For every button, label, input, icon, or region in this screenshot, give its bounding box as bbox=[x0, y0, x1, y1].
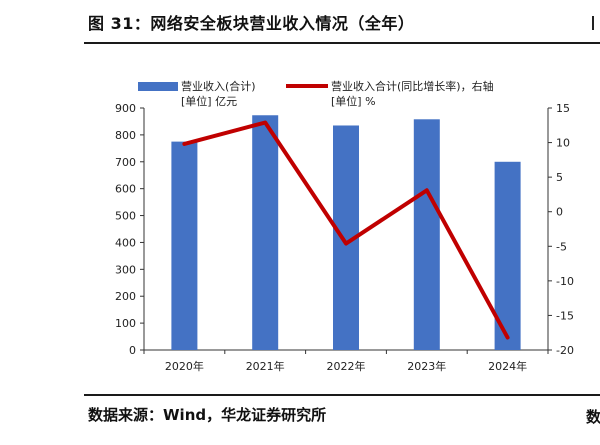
growth-rate-point bbox=[183, 143, 185, 145]
legend-bar-label-line1: 营业收入(合计) bbox=[181, 79, 256, 93]
bar-series bbox=[171, 115, 521, 350]
left-axis-tick-label: 800 bbox=[115, 129, 136, 142]
left-axis-tick-label: 400 bbox=[115, 236, 136, 249]
x-axis-category-label: 2024年 bbox=[488, 359, 527, 373]
left-axis-tick-label: 700 bbox=[115, 156, 136, 169]
growth-rate-point bbox=[264, 122, 266, 124]
x-axis-category-label: 2023年 bbox=[407, 359, 446, 373]
legend-bar-label-line2: [单位] 亿元 bbox=[181, 94, 237, 108]
right-axis-tick-label: 5 bbox=[556, 171, 563, 184]
right-axis-tick-label: -20 bbox=[556, 344, 574, 357]
x-axis-category-label: 2020年 bbox=[165, 359, 204, 373]
right-axis-tick-label: 10 bbox=[556, 137, 570, 150]
revenue-bar bbox=[171, 141, 198, 350]
chart-legend: 营业收入(合计) [单位] 亿元 营业收入合计(同比增长率)，右轴 [单位] % bbox=[138, 79, 494, 108]
legend-line-label-line2: [单位] % bbox=[331, 94, 376, 108]
next-source-cut: 数 bbox=[586, 408, 600, 426]
growth-rate-point bbox=[345, 243, 347, 245]
bottom-divider bbox=[84, 394, 600, 396]
left-axis-tick-label: 600 bbox=[115, 183, 136, 196]
right-axis-tick-label: -10 bbox=[556, 275, 574, 288]
legend-bar-swatch bbox=[138, 82, 178, 91]
chart-axes: 0 100 200 300 400 500 600 700 800 900 -20 -15 -10 -5 0… bbox=[115, 102, 574, 357]
revenue-bar bbox=[252, 115, 279, 350]
growth-rate-point bbox=[426, 189, 428, 191]
growth-rate-point bbox=[507, 337, 509, 339]
line-series bbox=[182, 120, 510, 340]
left-axis-tick-label: 0 bbox=[129, 344, 136, 357]
left-axis-tick-label: 100 bbox=[115, 317, 136, 330]
x-axis-category-label: 2022年 bbox=[327, 359, 366, 373]
x-axis-labels: 2020年 2021年 2022年 2023年 2024年 bbox=[165, 359, 527, 373]
left-axis-tick-label: 900 bbox=[115, 102, 136, 115]
left-axis-tick-label: 300 bbox=[115, 263, 136, 276]
edge-bracket-mark bbox=[592, 16, 600, 30]
x-axis-category-label: 2021年 bbox=[246, 359, 285, 373]
right-axis-tick-label: 0 bbox=[556, 206, 563, 219]
figure-title: 图 31：网络安全板块营业收入情况（全年） bbox=[88, 14, 415, 33]
legend-line-label-line1: 营业收入合计(同比增长率)，右轴 bbox=[331, 79, 494, 93]
revenue-bar bbox=[413, 119, 440, 350]
source-note: 数据来源：Wind，华龙证券研究所 bbox=[88, 406, 327, 424]
title-divider bbox=[84, 42, 600, 44]
right-axis-tick-label: -5 bbox=[556, 240, 567, 253]
right-axis-tick-label: -15 bbox=[556, 309, 574, 322]
right-axis-tick-label: 15 bbox=[556, 102, 570, 115]
left-axis-tick-label: 500 bbox=[115, 210, 136, 223]
left-axis-tick-label: 200 bbox=[115, 290, 136, 303]
